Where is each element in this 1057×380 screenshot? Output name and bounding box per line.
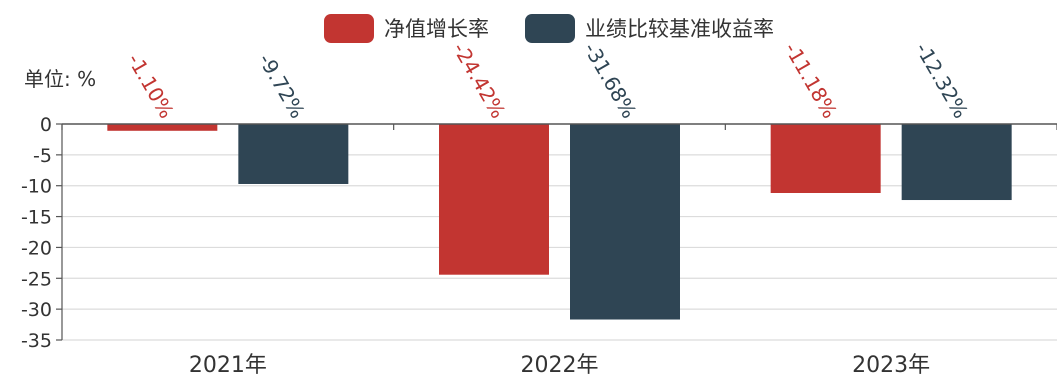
bar — [570, 124, 680, 320]
legend-label: 业绩比较基准收益率 — [585, 17, 774, 41]
data-label: -9.72% — [254, 49, 310, 122]
grid-lines — [62, 154, 1057, 341]
bar — [901, 124, 1012, 201]
y-tick-label: 0 — [40, 114, 52, 136]
x-tick-label: 2021年 — [189, 353, 267, 376]
y-tick-label: -20 — [21, 237, 52, 259]
y-tick-label: -5 — [33, 145, 52, 167]
data-label: -1.10% — [123, 49, 179, 122]
legend-swatch — [525, 14, 575, 43]
y-tick-label: -25 — [21, 268, 52, 290]
data-label: -12.32% — [911, 38, 974, 122]
y-tick-label: -15 — [21, 207, 52, 229]
legend-label: 净值增长率 — [384, 17, 489, 41]
bar — [107, 124, 218, 131]
bars — [107, 124, 1012, 320]
y-tick-label: -35 — [21, 330, 52, 352]
data-label: -11.18% — [780, 38, 843, 122]
legend-item[interactable]: 业绩比较基准收益率 — [525, 14, 774, 43]
axes: 0 -5 -10 -15 -20 -25 -30 -35 2021年 2022年 2023年 — [21, 114, 1057, 378]
y-tick-label: -30 — [21, 299, 52, 321]
y-tick-label: -10 — [21, 176, 52, 198]
unit-label: 单位: % — [24, 67, 96, 91]
legend[interactable]: 净值增长率 业绩比较基准收益率 — [324, 14, 774, 43]
data-labels: -1.10% -9.72% -24.42% -31.68% -11.18% -12.32% — [123, 38, 974, 122]
x-tick-label: 2022年 — [521, 353, 599, 376]
data-label: -24.42% — [448, 38, 511, 122]
bar — [770, 124, 881, 193]
bar — [439, 124, 549, 275]
legend-swatch — [324, 14, 374, 43]
bar — [238, 124, 349, 184]
x-tick-label: 2023年 — [852, 353, 930, 376]
legend-item[interactable]: 净值增长率 — [324, 14, 489, 43]
data-label: -31.68% — [579, 38, 642, 122]
